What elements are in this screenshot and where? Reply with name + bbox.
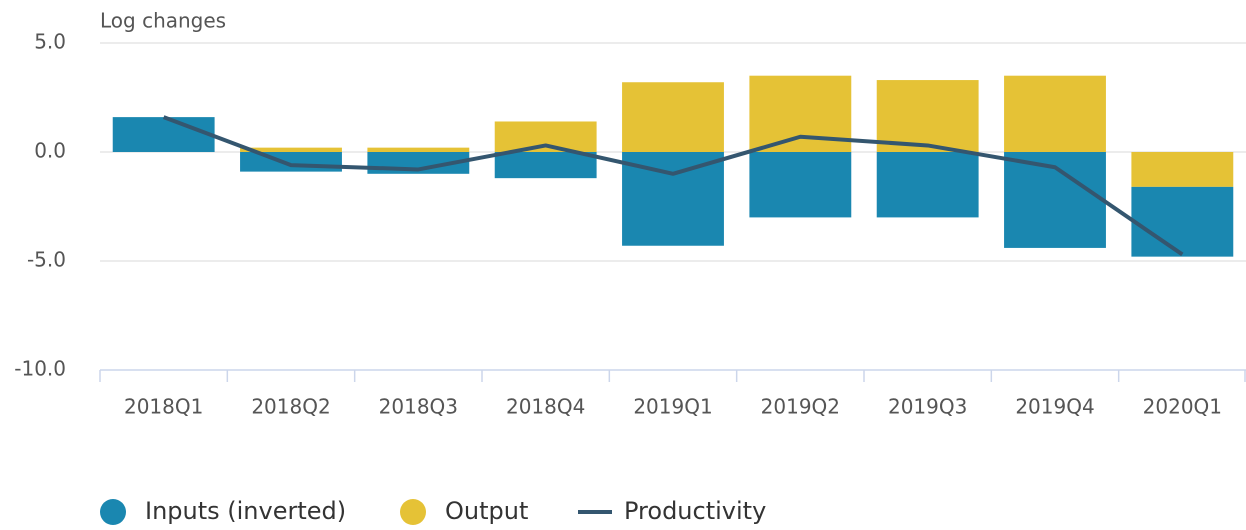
legend-label: Output bbox=[445, 497, 528, 525]
x-tick-label: 2019Q2 bbox=[761, 395, 840, 419]
bar bbox=[622, 82, 724, 152]
x-tick-label: 2018Q4 bbox=[506, 395, 585, 419]
legend-label: Productivity bbox=[624, 497, 766, 525]
x-tick-label: 2019Q4 bbox=[1015, 395, 1094, 419]
x-tick-label: 2019Q3 bbox=[888, 395, 967, 419]
bar bbox=[1131, 152, 1234, 187]
x-tick-label: 2020Q1 bbox=[1143, 395, 1222, 419]
bar bbox=[749, 152, 852, 218]
x-tick-label: 2018Q3 bbox=[379, 395, 458, 419]
y-tick-label: -5.0 bbox=[27, 248, 66, 272]
legend-symbol bbox=[400, 499, 426, 525]
bar bbox=[494, 152, 597, 179]
y-tick-label: -10.0 bbox=[14, 357, 66, 381]
y-axis-title: Log changes bbox=[100, 9, 226, 33]
x-tick-label: 2018Q1 bbox=[124, 395, 203, 419]
bar bbox=[112, 117, 215, 152]
bar bbox=[1131, 186, 1234, 257]
bar bbox=[367, 147, 470, 152]
bar bbox=[876, 152, 979, 218]
legend-symbol bbox=[100, 499, 126, 525]
legend-label: Inputs (inverted) bbox=[145, 497, 346, 525]
line bbox=[162, 115, 1184, 257]
bar bbox=[240, 152, 342, 172]
x-tick-label: 2018Q2 bbox=[251, 395, 330, 419]
y-tick-label: 5.0 bbox=[34, 30, 66, 54]
bar bbox=[240, 147, 342, 152]
bar bbox=[876, 80, 979, 152]
bar bbox=[1004, 75, 1106, 152]
y-tick-label: 0.0 bbox=[34, 139, 66, 163]
x-tick-label: 2019Q1 bbox=[633, 395, 712, 419]
